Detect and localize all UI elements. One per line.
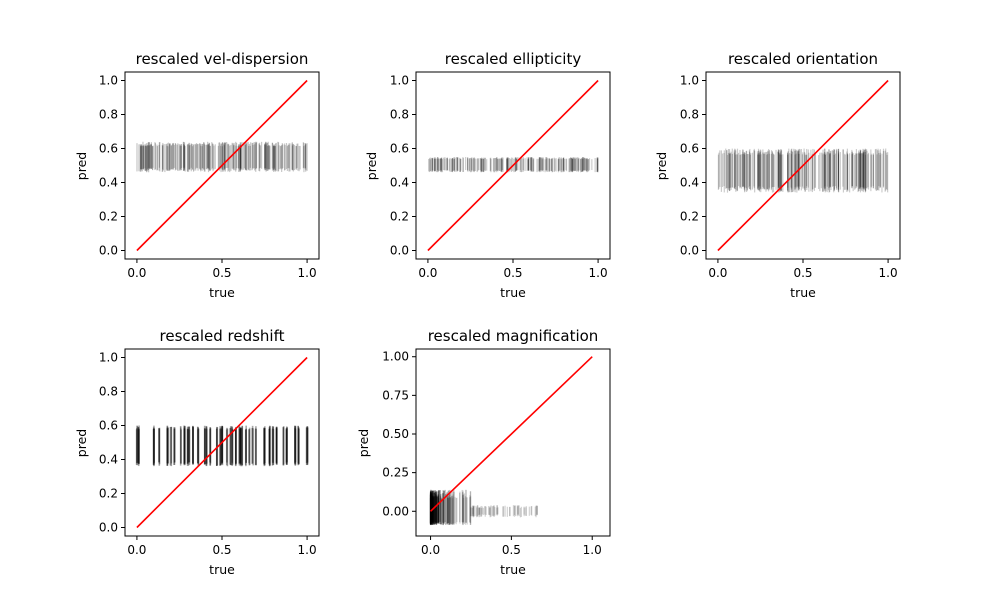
y-tick-label: 0.8	[99, 108, 118, 122]
y-tick-label: 1.0	[99, 351, 118, 365]
y-tick-label: 0.4	[99, 176, 118, 190]
x-tick-label: 0.5	[503, 266, 522, 280]
x-tick-label: 0.0	[127, 266, 146, 280]
plot-area	[136, 79, 308, 252]
y-tick-label: 0.0	[99, 244, 118, 258]
x-tick-label: 0.5	[212, 543, 231, 557]
y-tick-label: 0.8	[390, 108, 409, 122]
x-axis-label: true	[500, 285, 526, 300]
x-tick-label: 0.5	[212, 266, 231, 280]
panel-redshift: rescaled redshift true pred 0.0 0.5 1.0 0.0…	[74, 327, 320, 577]
plot-area	[429, 356, 593, 526]
panel-title: rescaled magnification	[428, 327, 599, 345]
y-tick-label: 0.75	[382, 388, 409, 402]
y-tick-label: 0.0	[680, 244, 699, 258]
x-axis-label: true	[500, 562, 526, 577]
identity-line	[717, 79, 889, 252]
panel-title: rescaled orientation	[728, 50, 878, 68]
y-tick-label: 1.0	[390, 74, 409, 88]
x-tick-label: 1.0	[298, 543, 317, 557]
panel-title: rescaled ellipticity	[445, 50, 582, 68]
y-tick-label: 0.2	[390, 210, 409, 224]
panel-title: rescaled redshift	[160, 327, 285, 345]
axes-frame	[415, 348, 611, 537]
plot-area	[427, 79, 599, 252]
x-tick-label: 1.0	[298, 266, 317, 280]
y-tick-label: 0.4	[99, 453, 118, 467]
y-tick-label: 0.8	[680, 108, 699, 122]
x-tick-label: 1.0	[879, 266, 898, 280]
x-tick-label: 0.0	[127, 543, 146, 557]
panel-title: rescaled vel-dispersion	[136, 50, 309, 68]
x-tick-label: 0.0	[418, 266, 437, 280]
x-axis-label: true	[209, 562, 235, 577]
y-tick-label: 0.50	[382, 427, 409, 441]
y-tick-label: 0.00	[382, 504, 409, 518]
panel-orientation: rescaled orientation true pred 0.0 0.5 1.0…	[654, 50, 901, 300]
y-tick-label: 0.25	[382, 466, 409, 480]
y-axis-label: pred	[654, 152, 669, 180]
prediction-spread	[428, 157, 599, 173]
y-tick-label: 0.6	[680, 142, 699, 156]
y-tick-label: 1.0	[680, 74, 699, 88]
prediction-spread	[136, 141, 308, 173]
identity-line	[427, 79, 599, 252]
identity-line	[429, 356, 593, 512]
y-tick-label: 0.2	[99, 210, 118, 224]
prediction-spread	[429, 489, 538, 526]
x-tick-label: 1.0	[589, 266, 608, 280]
prediction-spread	[717, 148, 889, 193]
y-axis-label: pred	[356, 429, 371, 457]
identity-line	[136, 356, 308, 529]
y-tick-label: 0.2	[680, 210, 699, 224]
y-tick-label: 1.00	[382, 350, 409, 364]
y-tick-label: 0.6	[99, 419, 118, 433]
x-axis-label: true	[209, 285, 235, 300]
y-tick-label: 0.0	[390, 244, 409, 258]
prediction-spread	[135, 425, 309, 467]
x-tick-label: 0.0	[421, 543, 440, 557]
plot-area	[717, 79, 889, 252]
x-tick-label: 0.5	[793, 266, 812, 280]
y-tick-label: 0.0	[99, 521, 118, 535]
y-tick-label: 0.6	[99, 142, 118, 156]
panel-vel-dispersion: rescaled vel-dispersion true pred 0.0 0.5…	[74, 50, 320, 300]
panel-magnification: rescaled magnification true pred 0.0 0.5 1…	[356, 327, 611, 577]
y-tick-label: 0.6	[390, 142, 409, 156]
y-tick-label: 0.4	[680, 176, 699, 190]
x-tick-label: 1.0	[583, 543, 602, 557]
x-tick-label: 0.0	[708, 266, 727, 280]
plot-area	[135, 356, 309, 529]
y-axis-label: pred	[74, 429, 89, 457]
y-axis-label: pred	[74, 152, 89, 180]
y-axis-label: pred	[364, 152, 379, 180]
x-axis-label: true	[790, 285, 816, 300]
x-tick-label: 0.5	[502, 543, 521, 557]
y-tick-label: 1.0	[99, 74, 118, 88]
y-tick-label: 0.2	[99, 487, 118, 501]
y-tick-label: 0.4	[390, 176, 409, 190]
panel-ellipticity: rescaled ellipticity true pred 0.0 0.5 1.0…	[364, 50, 611, 300]
y-tick-label: 0.8	[99, 385, 118, 399]
identity-line	[136, 79, 308, 252]
